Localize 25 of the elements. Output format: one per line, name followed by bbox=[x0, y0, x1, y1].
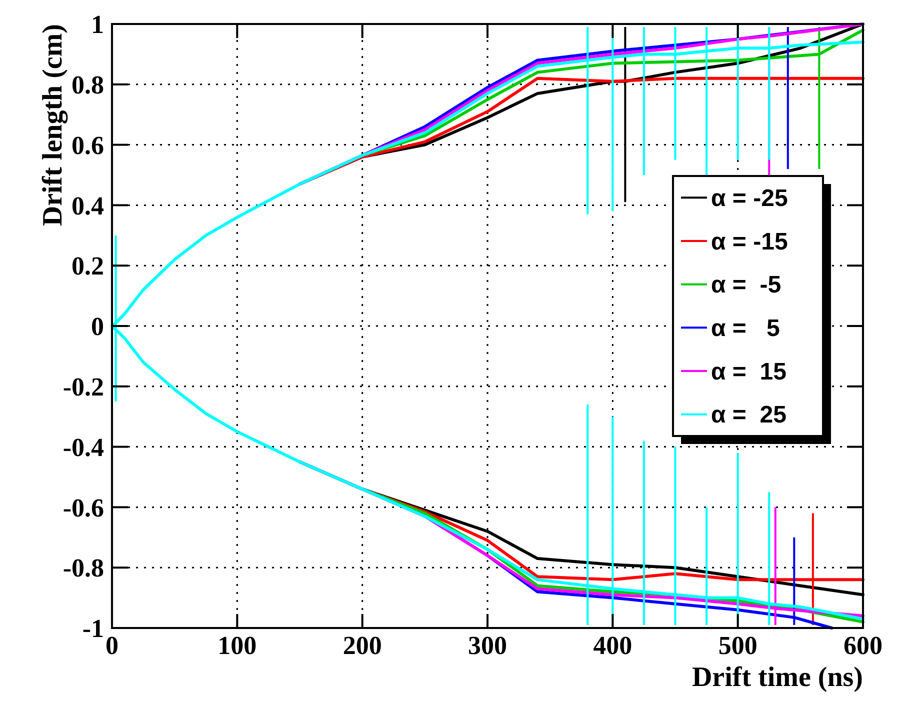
y-tick-label: -1 bbox=[82, 614, 104, 644]
y-tick-label: 0.6 bbox=[72, 130, 104, 160]
x-axis-title: Drift time (ns) bbox=[692, 662, 863, 693]
legend-label: α = 5 bbox=[711, 315, 780, 342]
x-tick-label: 600 bbox=[844, 631, 882, 660]
y-tick-label: 0.2 bbox=[72, 252, 104, 281]
legend-label: α = -15 bbox=[711, 228, 788, 256]
y-axis-title: Drift length (cm) bbox=[38, 24, 69, 226]
x-tick-label: 500 bbox=[718, 631, 758, 660]
y-tick-label: 1 bbox=[91, 10, 104, 40]
y-tick-label: -0.6 bbox=[62, 493, 104, 522]
x-tick-label: 400 bbox=[593, 631, 632, 660]
y-tick-label: -0.2 bbox=[62, 372, 104, 402]
x-tick-label: 200 bbox=[342, 631, 382, 660]
y-tick-label: 0.8 bbox=[72, 70, 104, 100]
x-tick-label: 100 bbox=[218, 631, 257, 660]
legend-label: α = 25 bbox=[711, 402, 786, 429]
y-tick-label: -0.4 bbox=[62, 432, 104, 462]
legend-label: α = -5 bbox=[711, 272, 782, 299]
y-tick-label: 0 bbox=[91, 312, 104, 342]
legend-label: α = 15 bbox=[711, 358, 786, 386]
y-tick-label: 0.4 bbox=[72, 191, 104, 220]
legend-label: α = -25 bbox=[711, 185, 788, 212]
y-tick-label: -0.8 bbox=[62, 554, 104, 583]
x-tick-label: 300 bbox=[468, 631, 507, 660]
